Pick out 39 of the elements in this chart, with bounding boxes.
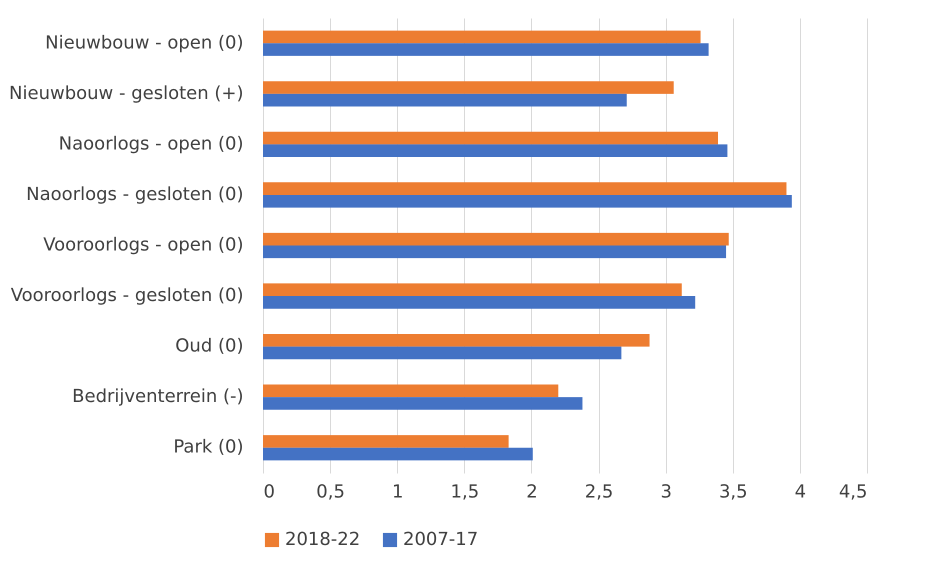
x-tick-label: 2,5 <box>584 482 614 502</box>
bar <box>263 30 701 44</box>
y-tick-label: Bedrijventerrein (-) <box>72 386 244 408</box>
legend-label: 2018-22 <box>285 529 360 550</box>
bar <box>263 448 533 460</box>
bar <box>263 94 627 106</box>
x-tick-label: 0 <box>264 482 275 502</box>
y-tick-label: Oud (0) <box>175 336 244 357</box>
x-tick-label: 1,5 <box>450 482 480 502</box>
bar <box>263 397 582 410</box>
bar <box>263 232 729 246</box>
y-tick-label: Nieuwbouw - open (0) <box>45 32 244 54</box>
legend-label: 2007-17 <box>403 529 478 550</box>
y-tick-label: Park (0) <box>173 436 244 458</box>
bar <box>263 334 650 347</box>
x-tick-label: 2 <box>526 482 538 502</box>
bar <box>263 435 509 448</box>
bar <box>263 246 726 258</box>
x-tick-label: 4,5 <box>838 482 868 502</box>
bar <box>263 194 792 208</box>
x-tick-label: 1 <box>392 482 404 502</box>
x-tick-label: 3,5 <box>718 482 748 502</box>
bar <box>263 43 709 56</box>
y-tick-label: Nieuwbouw - gesloten (+) <box>9 82 244 104</box>
y-tick-label: Naoorlogs - open (0) <box>58 133 244 154</box>
x-tick-label: 3 <box>660 482 672 502</box>
bar <box>263 384 558 398</box>
bar <box>263 296 696 309</box>
y-tick-label: Naoorlogs - gesloten (0) <box>26 184 244 205</box>
y-tick-label: Vooroorlogs - open (0) <box>43 234 244 256</box>
x-tick-label: 0,5 <box>316 482 345 502</box>
x-tick-label: 4 <box>794 482 806 502</box>
y-tick-label: Vooroorlogs - gesloten (0) <box>10 285 244 306</box>
bar <box>263 346 622 360</box>
bar <box>263 144 728 158</box>
bar <box>263 132 718 144</box>
bar <box>263 81 674 94</box>
bar <box>263 182 786 195</box>
bar <box>263 283 682 296</box>
